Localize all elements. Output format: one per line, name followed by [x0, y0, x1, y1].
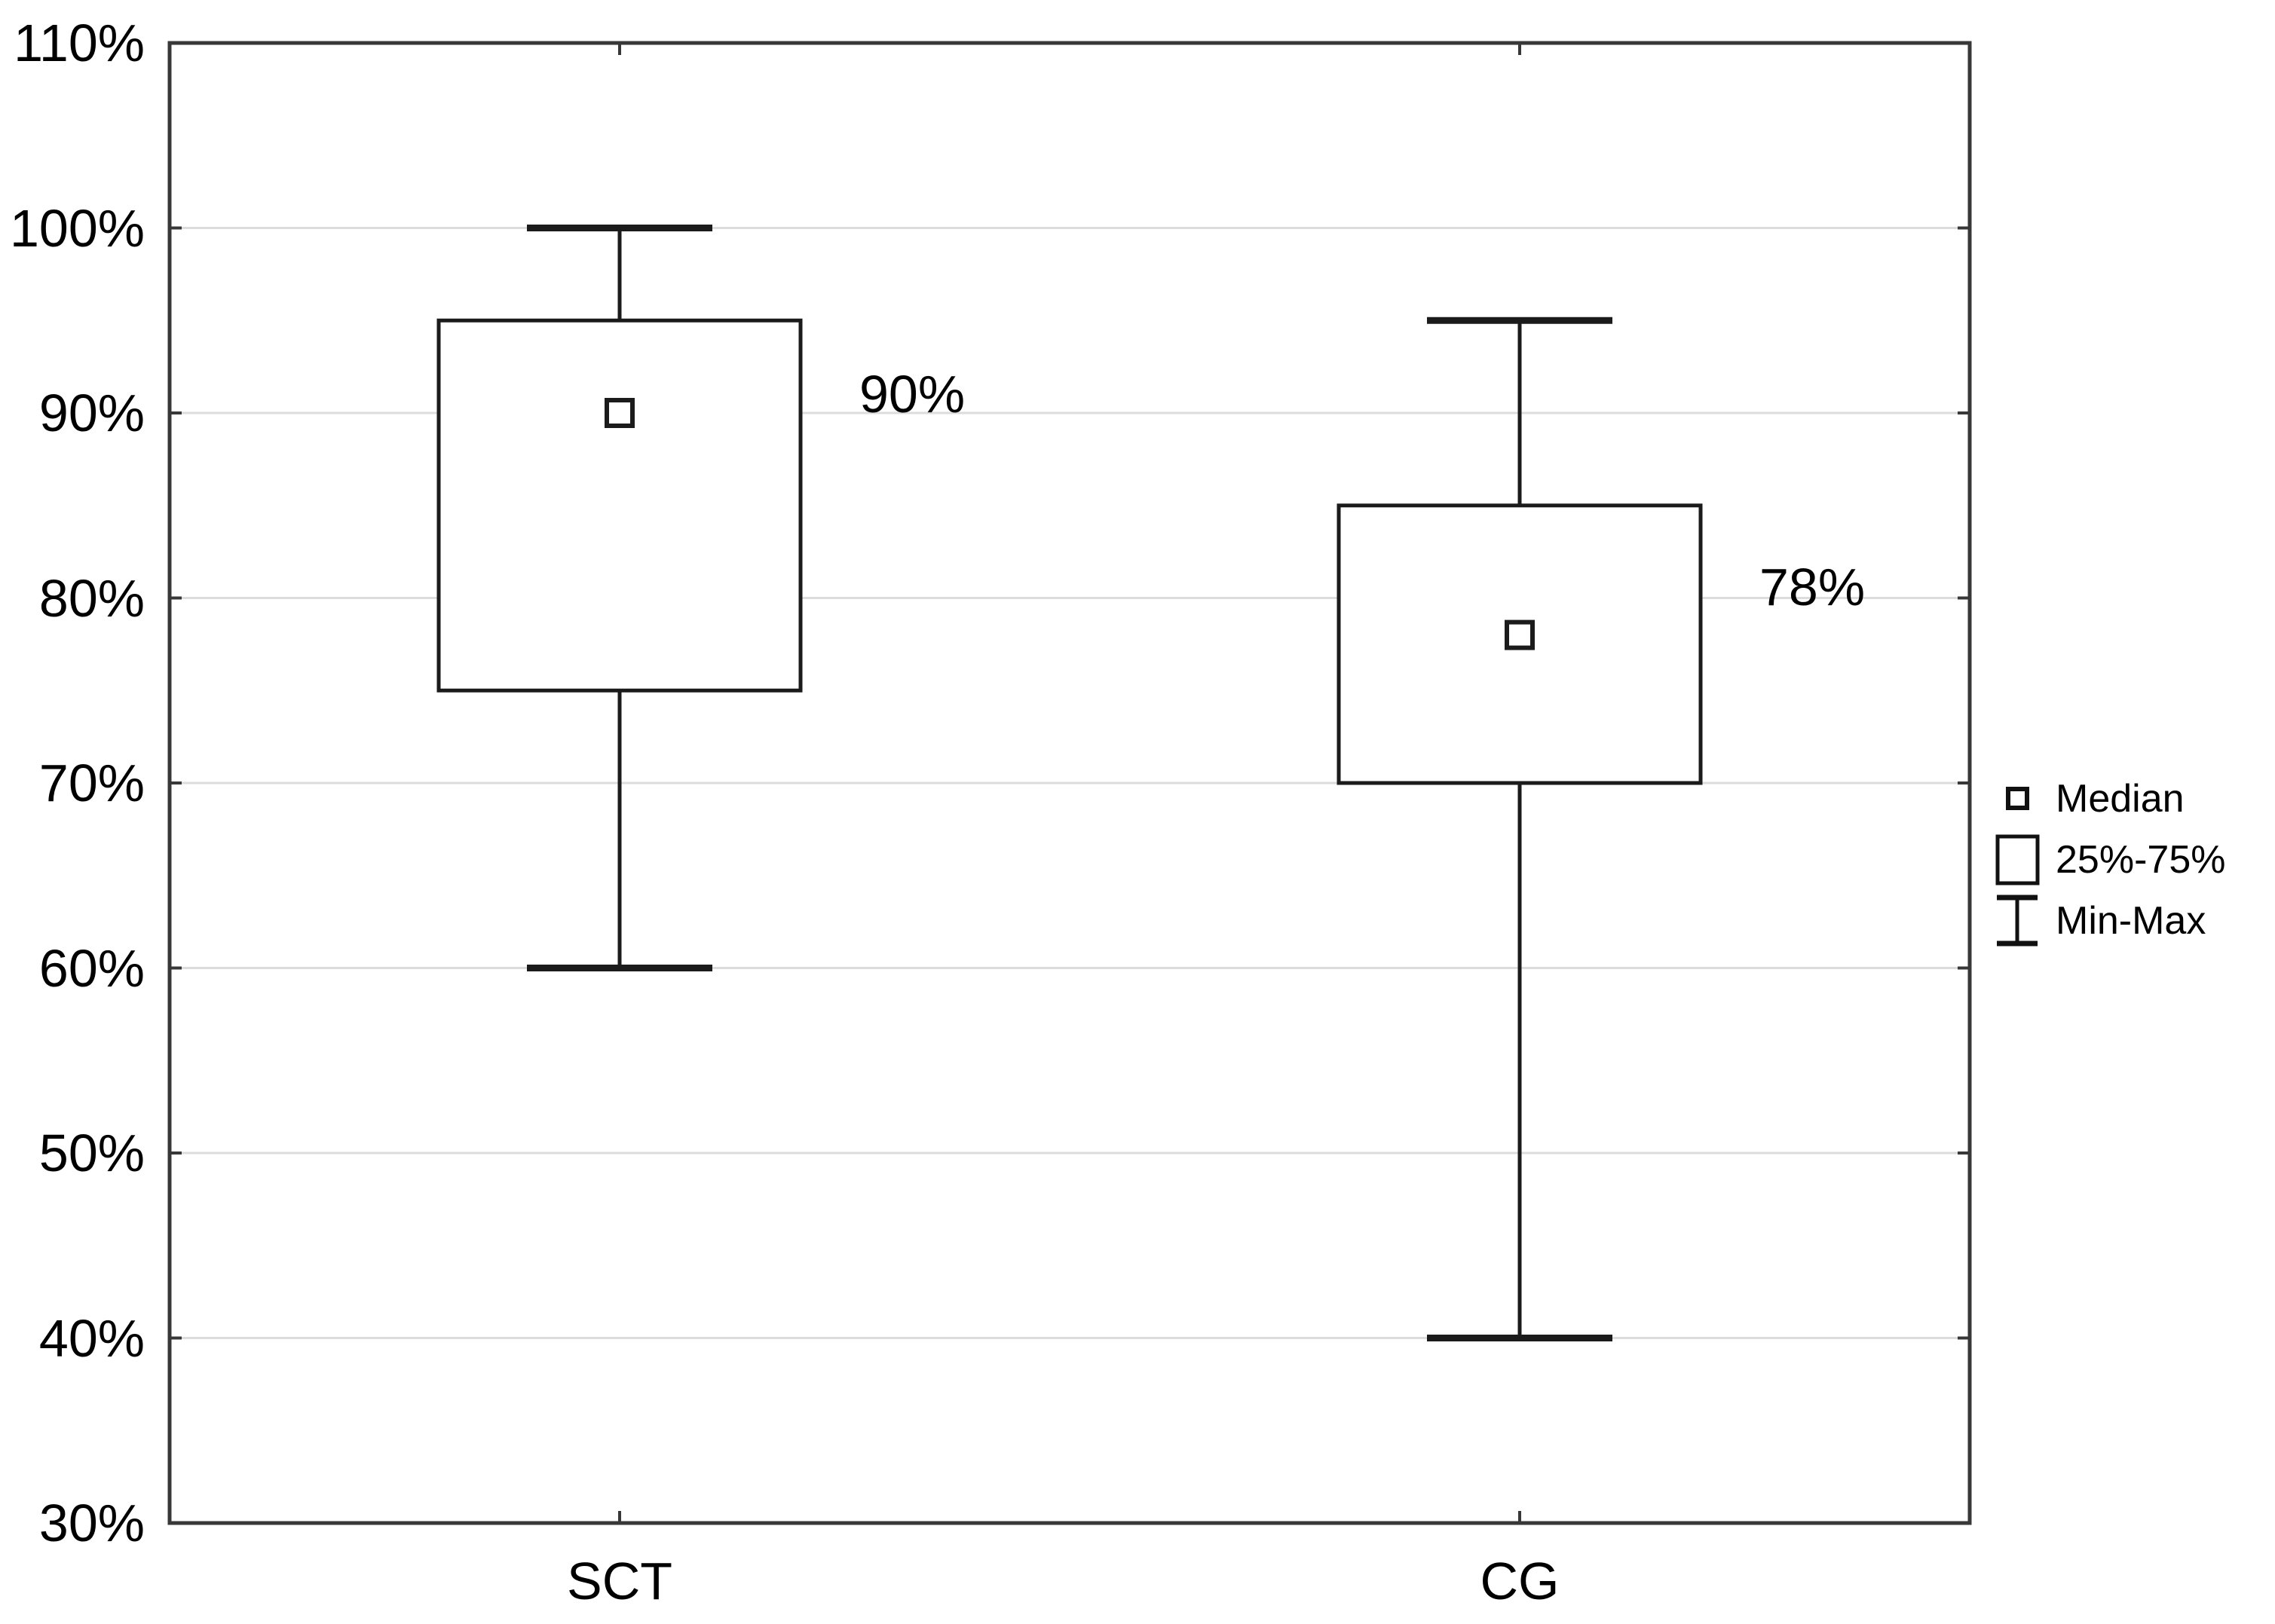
y-tick-label-90: 90% [38, 384, 145, 442]
y-tick-label-60: 60% [38, 938, 145, 998]
y-tick-label-30: 30% [38, 1494, 145, 1552]
y-tick-label-110: 110% [14, 14, 145, 72]
x-category-label-SCT: SCT [567, 1552, 672, 1610]
legend-label-minmax: Min-Max [2056, 898, 2206, 943]
y-tick-label-80: 80% [38, 568, 145, 628]
y-tick-label-40: 40% [38, 1308, 145, 1368]
y-tick-label-50: 50% [38, 1124, 145, 1182]
min-max-whisker-icon [1990, 890, 2044, 951]
iqr-box-SCT [436, 318, 803, 693]
legend-item-iqr: 25%-75% [1990, 829, 2225, 890]
x-category-label-CG: CG [1480, 1552, 1560, 1610]
annotation-SCT: 90% [859, 365, 966, 424]
median-square-icon [1990, 768, 2044, 829]
legend: Median 25%-75% Min-Max [1990, 768, 2225, 951]
median-marker-SCT [605, 398, 635, 428]
iqr-box-icon [1990, 829, 2044, 890]
legend-label-iqr: 25%-75% [2056, 837, 2226, 882]
legend-item-median: Median [1990, 768, 2225, 829]
legend-label-median: Median [2056, 776, 2185, 821]
annotation-CG: 78% [1759, 557, 1866, 616]
legend-item-minmax: Min-Max [1990, 890, 2225, 951]
median-marker-CG [1505, 619, 1535, 650]
y-tick-label-70: 70% [38, 754, 145, 812]
y-tick-label-100: 100% [9, 198, 145, 258]
